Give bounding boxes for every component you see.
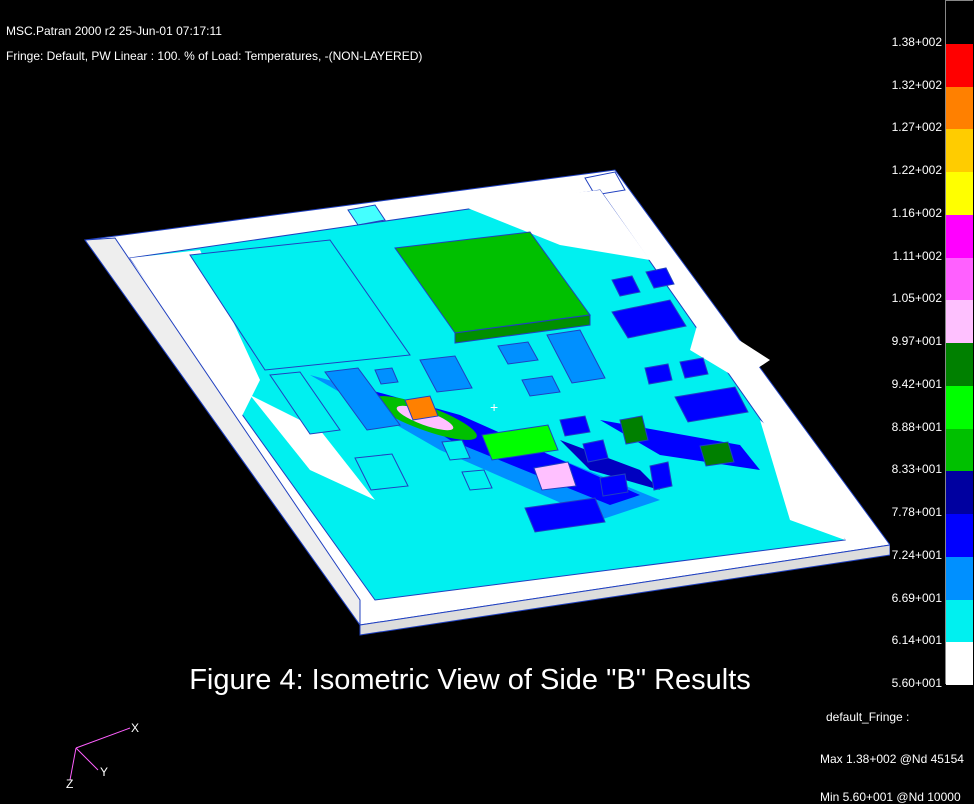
component xyxy=(354,453,409,491)
legend-swatch xyxy=(946,1,973,44)
component-hot xyxy=(404,395,439,421)
legend-swatch xyxy=(946,300,973,343)
legend-swatch xyxy=(946,428,973,472)
component xyxy=(419,355,473,393)
fringe-legend: 5.60+001 6.14+001 6.69+001 7.24+001 7.78+001… xyxy=(892,0,973,690)
fringe-name: default_Fringe : xyxy=(826,710,910,724)
model-viewport[interactable]: + xyxy=(0,0,890,660)
axis-triad: X Y Z xyxy=(66,721,139,791)
axis-z-label: Z xyxy=(66,777,73,791)
legend-tick-label: 7.78+001 xyxy=(891,505,942,519)
legend-swatch xyxy=(946,172,973,215)
large-pad xyxy=(189,239,411,371)
frame-tab xyxy=(347,204,386,226)
component-green xyxy=(619,415,649,445)
tray-lip xyxy=(84,237,361,627)
component xyxy=(582,439,609,463)
legend-tick-label: 1.22+002 xyxy=(891,163,942,177)
component xyxy=(645,267,675,289)
cool-region xyxy=(690,315,770,380)
legend-swatch xyxy=(946,343,973,386)
legend-swatch xyxy=(946,385,973,429)
legend-tick-label: 9.97+001 xyxy=(891,334,942,348)
max-value: Max 1.38+002 @Nd 45154 xyxy=(820,752,964,766)
cool-region xyxy=(250,395,375,500)
component xyxy=(559,415,591,437)
legend-tick-label: 5.60+001 xyxy=(891,676,942,690)
legend-tick-label: 8.33+001 xyxy=(891,462,942,477)
component xyxy=(546,329,606,384)
legend-tick-label: 1.38+002 xyxy=(891,34,942,49)
cool-region xyxy=(130,250,260,420)
legend-swatch xyxy=(946,599,973,643)
component xyxy=(374,367,399,385)
component xyxy=(521,375,561,397)
cool-region xyxy=(460,190,650,260)
legend-tick-label: 1.27+002 xyxy=(891,120,942,135)
component xyxy=(324,367,401,431)
component xyxy=(611,299,687,339)
component xyxy=(611,275,641,297)
legend-swatch xyxy=(946,86,973,130)
component xyxy=(269,371,341,435)
tray-front xyxy=(359,544,890,636)
legend-tick-label: 1.32+002 xyxy=(891,77,942,92)
legend-swatch xyxy=(946,214,973,258)
component xyxy=(599,473,629,497)
legend-tick-label: 7.24+001 xyxy=(891,547,942,562)
axis-x-label: X xyxy=(131,721,139,735)
cool-region xyxy=(760,420,845,540)
legend-tick-label: 1.16+002 xyxy=(891,205,942,220)
component xyxy=(649,461,673,491)
legend-tick-label: 8.88+001 xyxy=(891,419,942,434)
min-value: Min 5.60+001 @Nd 10000 xyxy=(820,790,961,804)
component xyxy=(679,357,709,379)
component xyxy=(674,386,749,423)
component xyxy=(497,341,539,365)
figure-caption: Figure 4: Isometric View of Side "B" Res… xyxy=(189,664,751,696)
legend-tick-label: 6.14+001 xyxy=(891,633,942,648)
component-green xyxy=(481,424,559,461)
legend-tick-label: 1.05+002 xyxy=(891,291,942,306)
legend-swatch xyxy=(946,471,973,514)
fringe-description: Fringe: Default, PW Linear : 100. % of L… xyxy=(6,49,423,63)
legend-swatch xyxy=(946,642,973,685)
svg-text:+: + xyxy=(490,399,498,415)
component-pink xyxy=(533,461,577,491)
component xyxy=(461,469,493,491)
component xyxy=(524,497,606,533)
legend-swatch xyxy=(946,257,973,301)
legend-swatch xyxy=(946,514,973,557)
component-green xyxy=(699,441,735,467)
axis-y-label: Y xyxy=(100,765,108,779)
legend-tick-label: 9.42+001 xyxy=(891,376,942,391)
legend-swatch xyxy=(946,129,973,172)
component xyxy=(644,363,673,385)
legend-tick-label: 6.69+001 xyxy=(891,590,942,605)
frame-tab xyxy=(584,171,626,196)
legend-swatch xyxy=(946,43,973,87)
title-line: MSC.Patran 2000 r2 25-Jun-01 07:17:11 xyxy=(6,24,222,38)
legend-swatch xyxy=(946,556,973,600)
component xyxy=(441,439,471,461)
legend-tick-label: 1.11+002 xyxy=(892,248,943,263)
